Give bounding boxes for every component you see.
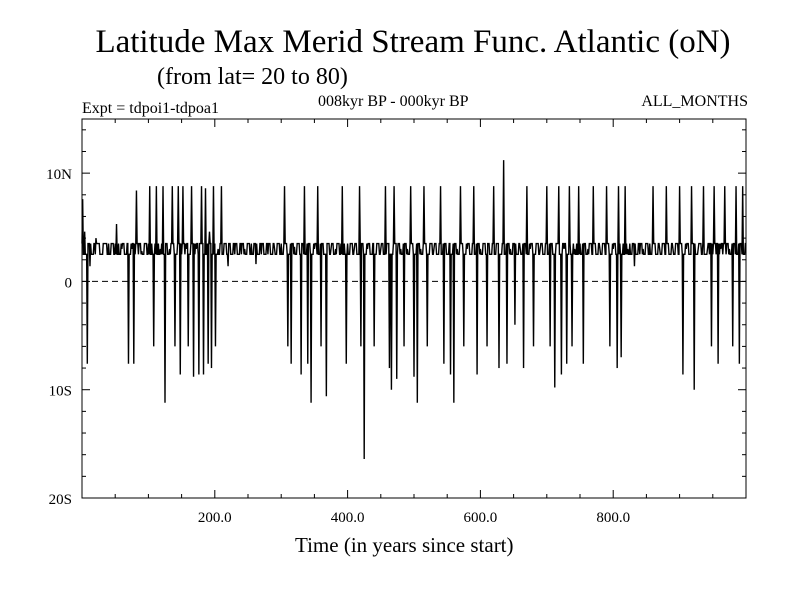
plot-frame <box>81 118 747 499</box>
y-tick-label: 10N <box>46 167 72 183</box>
chart-subtitle: (from lat= 20 to 80) <box>157 64 348 90</box>
tick-labels: 200.0 400.0 600.0 800.0 10N 0 10S 20S <box>46 167 630 526</box>
y-tick-label: 10S <box>49 384 72 400</box>
experiment-label: Expt = tdpoi1-tdpoa1 <box>82 100 220 117</box>
y-tick-label: 0 <box>65 275 73 291</box>
x-tick-label: 400.0 <box>331 510 365 526</box>
x-tick-label: 200.0 <box>198 510 232 526</box>
x-axis-label: Time (in years since start) <box>295 533 514 557</box>
x-tick-label: 600.0 <box>464 510 498 526</box>
period-label: 008kyr BP - 000kyr BP <box>318 93 469 110</box>
x-tick-label: 800.0 <box>596 510 630 526</box>
series-line <box>81 160 747 460</box>
chart-title: Latitude Max Merid Stream Func. Atlantic… <box>95 24 731 60</box>
months-label: ALL_MONTHS <box>641 93 748 110</box>
y-tick-label: 20S <box>49 492 72 508</box>
